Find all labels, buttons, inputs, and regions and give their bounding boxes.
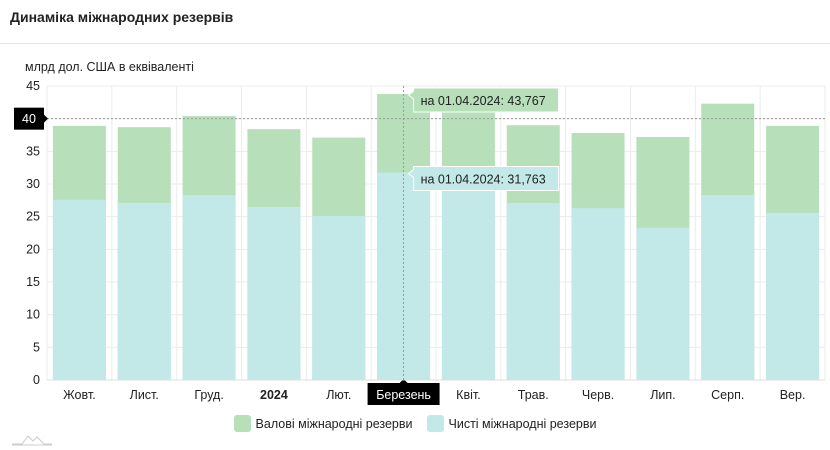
bar-net bbox=[441, 184, 495, 380]
y-tick-label: 10 bbox=[26, 308, 40, 322]
x-tick-label: Жовт. bbox=[63, 388, 96, 402]
bar-net bbox=[506, 202, 560, 380]
bar-net bbox=[117, 202, 171, 380]
x-tick-label: Березень bbox=[376, 388, 431, 402]
legend-label: Валові міжнародні резерви bbox=[255, 416, 413, 431]
bar-net bbox=[312, 216, 366, 380]
x-tick-label: Вер. bbox=[780, 388, 806, 402]
legend-item-gross[interactable]: Валові міжнародні резерви bbox=[233, 415, 413, 432]
divider bbox=[0, 43, 830, 44]
legend-swatch bbox=[426, 415, 444, 432]
x-tick-label: Черв. bbox=[582, 388, 614, 402]
tooltip-box bbox=[407, 87, 560, 113]
x-tick-label: Серп. bbox=[711, 388, 744, 402]
tooltip-text: на 01.04.2024: 31,763 bbox=[421, 172, 546, 186]
bar-net bbox=[52, 199, 106, 380]
x-tick-label: Лист. bbox=[130, 388, 159, 402]
x-tick-label: Груд. bbox=[194, 388, 223, 402]
legend-swatch bbox=[233, 415, 251, 432]
tooltip-box bbox=[407, 165, 560, 191]
x-tick-label: Лют. bbox=[326, 388, 351, 402]
bar-net bbox=[701, 195, 755, 380]
x-tick-label: 2024 bbox=[260, 388, 288, 402]
bar-net bbox=[636, 227, 690, 380]
y-crosshair-label: 40 bbox=[22, 112, 36, 126]
y-tick-label: 25 bbox=[26, 210, 40, 224]
x-tick-label: Квіт. bbox=[456, 388, 481, 402]
bar-net bbox=[571, 208, 625, 380]
y-tick-label: 45 bbox=[26, 79, 40, 93]
bar-net bbox=[766, 212, 820, 380]
y-tick-label: 0 bbox=[33, 373, 40, 387]
bar-net bbox=[182, 195, 236, 380]
y-crosshair-label-bg bbox=[14, 107, 44, 130]
x-tick-label: Лип. bbox=[650, 388, 675, 402]
legend-item-net[interactable]: Чисті міжнародні резерви bbox=[426, 415, 597, 432]
legend-label: Чисті міжнародні резерви bbox=[448, 416, 597, 431]
chart-title: Динаміка міжнародних резервів bbox=[10, 9, 234, 25]
bar-net bbox=[247, 206, 301, 380]
tooltip-text: на 01.04.2024: 43,767 bbox=[421, 94, 546, 108]
chart-logo-icon bbox=[12, 435, 52, 446]
y-tick-label: 5 bbox=[33, 340, 40, 354]
y-tick-label: 20 bbox=[26, 242, 40, 256]
x-tick-label: Трав. bbox=[518, 388, 549, 402]
y-axis-title: млрд дол. США в еквіваленті bbox=[25, 60, 194, 74]
x-label-pointer bbox=[399, 379, 408, 383]
y-tick-label: 30 bbox=[26, 177, 40, 191]
y-tick-label: 35 bbox=[26, 144, 40, 158]
y-tick-label: 15 bbox=[26, 275, 40, 289]
legend: Валові міжнародні резерви Чисті міжнарод… bbox=[0, 415, 830, 432]
y-crosshair-pointer bbox=[44, 114, 48, 123]
x-label-highlight bbox=[367, 383, 440, 405]
